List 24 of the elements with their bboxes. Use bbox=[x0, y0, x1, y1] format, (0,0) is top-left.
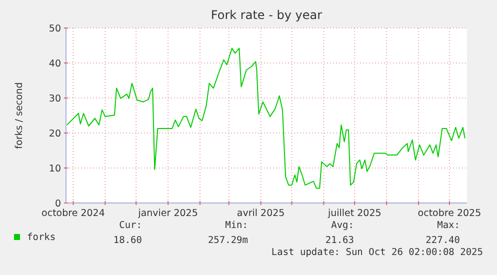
line-series bbox=[66, 48, 466, 189]
y-tick-label: 40 bbox=[48, 58, 61, 70]
legend-label: forks bbox=[27, 232, 56, 243]
text: 18.60 bbox=[113, 235, 142, 246]
y-tick-label: 50 bbox=[48, 24, 61, 34]
text: Last update: Sun Oct 26 02:00:08 2025 bbox=[271, 247, 483, 258]
y-tick-label: 20 bbox=[48, 128, 61, 140]
x-tick-label: octobre 2025 bbox=[418, 208, 482, 219]
y-tick-label: 10 bbox=[48, 164, 61, 174]
x-tick-label: octobre 2024 bbox=[42, 208, 105, 219]
x-tick-label: juillet 2025 bbox=[326, 208, 382, 219]
text: 21.63 bbox=[325, 235, 354, 246]
text: Min: bbox=[225, 220, 248, 231]
text: Cur: bbox=[119, 220, 142, 231]
text: 257.29m bbox=[208, 235, 248, 246]
text: 227.40 bbox=[426, 235, 460, 246]
chart-title: Fork rate - by year bbox=[210, 8, 322, 22]
text: Avg: bbox=[331, 220, 354, 231]
y-tick-label: 30 bbox=[48, 94, 61, 104]
y-axis-title: forks / second bbox=[14, 82, 25, 149]
y-tick-label: 0 bbox=[54, 198, 61, 210]
x-tick-label: avril 2025 bbox=[236, 208, 285, 219]
text: Max: bbox=[437, 220, 460, 231]
x-tick-label: janvier 2025 bbox=[137, 208, 198, 219]
